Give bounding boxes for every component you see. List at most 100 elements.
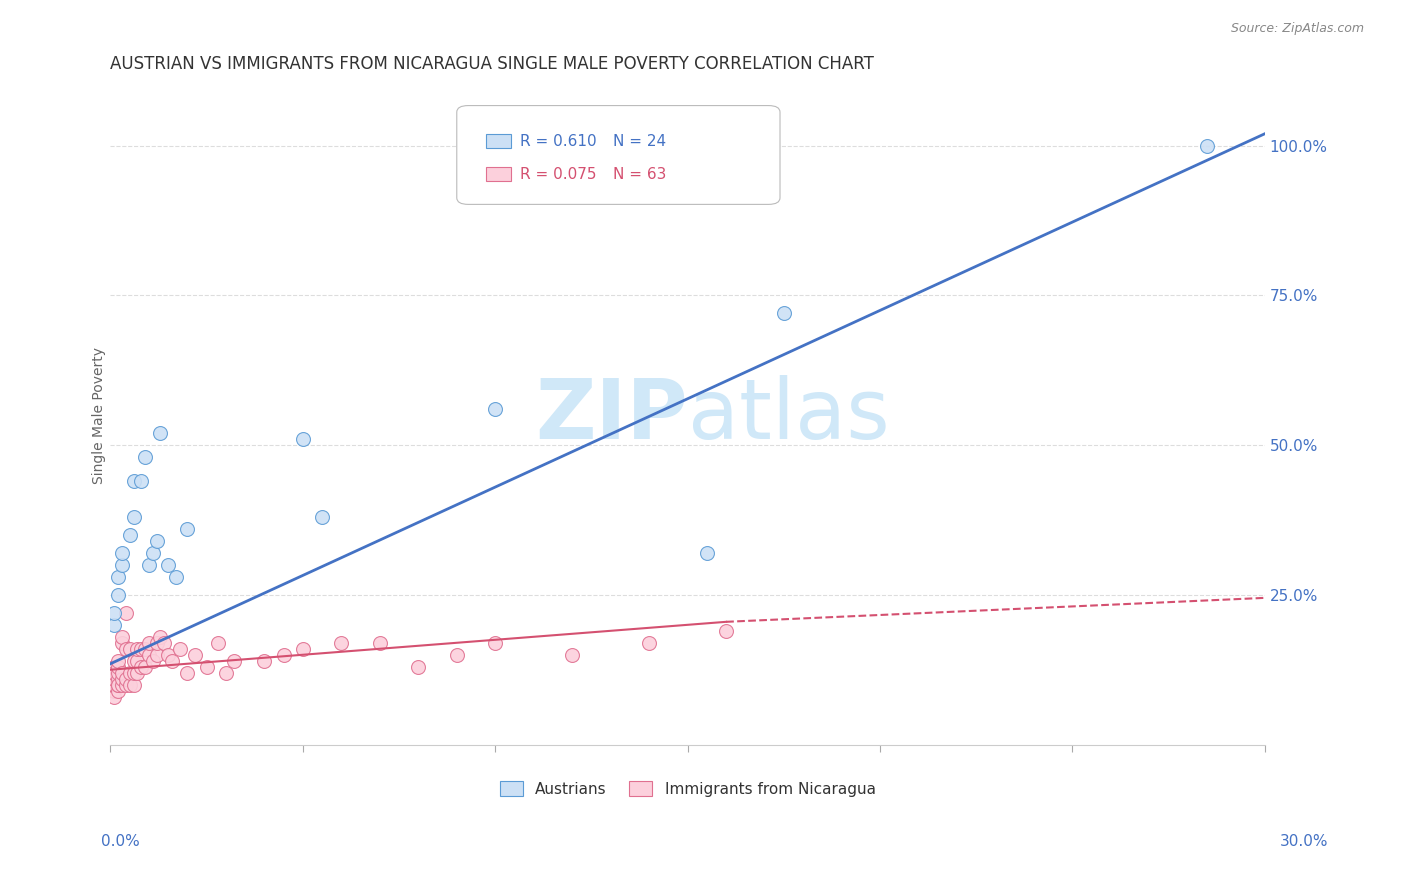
Point: [484, 636, 506, 650]
Point: [103, 659, 125, 673]
Point: [107, 570, 129, 584]
Point: [157, 648, 180, 662]
Point: [118, 641, 141, 656]
Point: [157, 558, 180, 572]
Point: [291, 432, 314, 446]
Point: [273, 648, 295, 662]
FancyBboxPatch shape: [485, 167, 510, 181]
Point: [291, 641, 314, 656]
Point: [111, 678, 134, 692]
Y-axis label: Single Male Poverty: Single Male Poverty: [93, 347, 107, 483]
Point: [253, 654, 276, 668]
Point: [114, 678, 136, 692]
Point: [134, 641, 156, 656]
Point: [111, 672, 134, 686]
Text: N = 63: N = 63: [613, 167, 666, 182]
Point: [176, 665, 198, 680]
Point: [127, 641, 149, 656]
Point: [114, 606, 136, 620]
Point: [138, 636, 160, 650]
Point: [107, 588, 129, 602]
Text: atlas: atlas: [688, 375, 890, 456]
Point: [195, 659, 218, 673]
Point: [107, 683, 129, 698]
FancyBboxPatch shape: [457, 105, 780, 204]
Point: [408, 659, 430, 673]
Point: [145, 648, 167, 662]
Point: [103, 690, 125, 704]
Text: 0.0%: 0.0%: [101, 834, 141, 849]
Point: [114, 672, 136, 686]
Point: [215, 665, 238, 680]
Text: Source: ZipAtlas.com: Source: ZipAtlas.com: [1230, 22, 1364, 36]
Point: [176, 522, 198, 536]
Point: [118, 665, 141, 680]
Text: AUSTRIAN VS IMMIGRANTS FROM NICARAGUA SINGLE MALE POVERTY CORRELATION CHART: AUSTRIAN VS IMMIGRANTS FROM NICARAGUA SI…: [111, 55, 875, 73]
Point: [103, 665, 125, 680]
Point: [129, 641, 152, 656]
Point: [127, 665, 149, 680]
Text: ZIP: ZIP: [536, 375, 688, 456]
Point: [561, 648, 583, 662]
Point: [107, 678, 129, 692]
Point: [118, 678, 141, 692]
Point: [160, 654, 183, 668]
Point: [138, 648, 160, 662]
Point: [103, 683, 125, 698]
Point: [118, 528, 141, 542]
Point: [134, 450, 156, 464]
Point: [107, 665, 129, 680]
Text: N = 24: N = 24: [613, 134, 666, 149]
Text: R = 0.610: R = 0.610: [520, 134, 598, 149]
Point: [107, 678, 129, 692]
Point: [122, 510, 145, 524]
Point: [368, 636, 391, 650]
Point: [111, 665, 134, 680]
Point: [111, 636, 134, 650]
Point: [484, 402, 506, 417]
Point: [145, 533, 167, 548]
Text: R = 0.075: R = 0.075: [520, 167, 596, 182]
Point: [111, 558, 134, 572]
Point: [122, 665, 145, 680]
Point: [142, 654, 165, 668]
Text: 30.0%: 30.0%: [1281, 834, 1329, 849]
Point: [107, 654, 129, 668]
Point: [122, 474, 145, 488]
Point: [311, 510, 333, 524]
Point: [222, 654, 245, 668]
Point: [446, 648, 468, 662]
Point: [111, 630, 134, 644]
Point: [134, 659, 156, 673]
Point: [1197, 138, 1219, 153]
Point: [127, 654, 149, 668]
Point: [165, 570, 187, 584]
Point: [103, 672, 125, 686]
Point: [714, 624, 737, 638]
Legend: Austrians, Immigrants from Nicaragua: Austrians, Immigrants from Nicaragua: [494, 774, 882, 803]
Point: [145, 636, 167, 650]
Point: [138, 558, 160, 572]
Point: [142, 546, 165, 560]
Point: [207, 636, 229, 650]
Point: [103, 617, 125, 632]
Point: [638, 636, 661, 650]
Point: [107, 659, 129, 673]
Point: [129, 474, 152, 488]
Point: [107, 672, 129, 686]
Point: [330, 636, 353, 650]
Point: [111, 546, 134, 560]
FancyBboxPatch shape: [485, 134, 510, 148]
Point: [122, 654, 145, 668]
Point: [103, 678, 125, 692]
Point: [184, 648, 207, 662]
Point: [129, 659, 152, 673]
Point: [103, 678, 125, 692]
Point: [773, 306, 796, 320]
Point: [149, 630, 172, 644]
Point: [103, 606, 125, 620]
Point: [696, 546, 718, 560]
Point: [169, 641, 191, 656]
Point: [153, 636, 176, 650]
Point: [114, 641, 136, 656]
